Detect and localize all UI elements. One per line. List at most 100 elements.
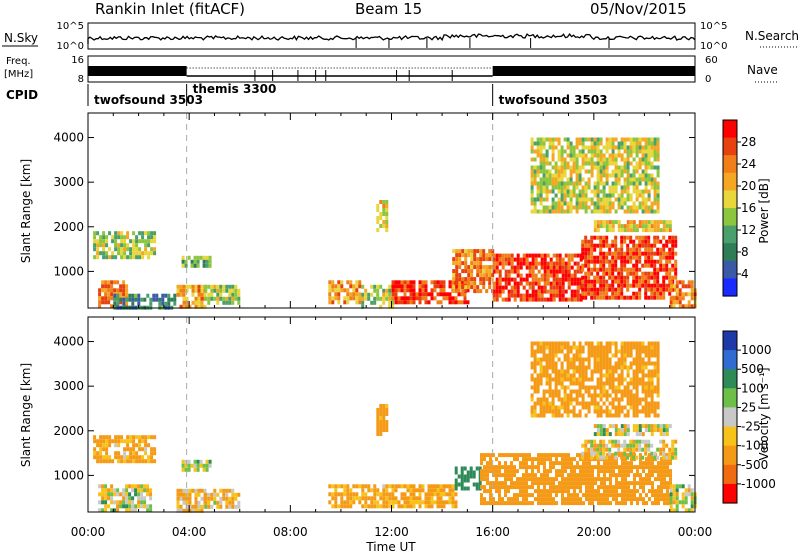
heatmap-cell <box>641 197 645 202</box>
heatmap-cell <box>552 277 556 282</box>
heatmap-cell <box>205 463 209 468</box>
heatmap-cell <box>647 439 651 444</box>
heatmap-cell <box>96 451 100 456</box>
heatmap-cell <box>587 401 591 406</box>
heatmap-cell <box>584 385 588 390</box>
heatmap-cell <box>442 284 446 289</box>
heatmap-cell <box>602 259 606 264</box>
heatmap-cell <box>376 208 380 212</box>
heatmap-cell <box>548 389 552 394</box>
heatmap-cell <box>569 201 573 206</box>
heatmap-cell <box>576 461 579 466</box>
heatmap-cell <box>554 145 558 150</box>
heatmap-cell <box>642 465 645 470</box>
heatmap-cell <box>530 185 534 190</box>
heatmap-cell <box>346 300 350 305</box>
heatmap-cell <box>599 161 603 166</box>
heatmap-cell <box>213 296 217 301</box>
nsky-tick-top: 10^5 <box>57 21 84 32</box>
heatmap-cell <box>614 185 618 190</box>
heatmap-cell <box>418 496 422 501</box>
heatmap-cell <box>560 177 564 182</box>
heatmap-cell <box>617 389 621 394</box>
cpid-label: CPID <box>6 88 38 102</box>
heatmap-cell <box>611 365 615 370</box>
heatmap-cell <box>617 295 621 300</box>
heatmap-cell <box>551 177 555 182</box>
heatmap-cell <box>457 482 461 487</box>
heatmap-cell <box>150 451 154 456</box>
heatmap-cell <box>498 269 502 274</box>
heatmap-cell <box>560 149 564 154</box>
heatmap-cell <box>614 397 618 402</box>
heatmap-cell <box>479 273 483 278</box>
heatmap-cell <box>531 273 535 278</box>
heatmap-cell <box>522 261 526 266</box>
heatmap-cell <box>530 193 534 198</box>
heatmap-cell <box>204 492 208 497</box>
heatmap-cell <box>647 239 651 244</box>
heatmap-cell <box>554 205 558 210</box>
heatmap-cell <box>208 259 212 264</box>
heatmap-cell <box>605 181 609 186</box>
heatmap-cell <box>635 353 639 358</box>
heatmap-cell <box>590 393 594 398</box>
heatmap-cell <box>617 447 621 452</box>
power-cbar-swatch <box>723 155 737 174</box>
heatmap-cell <box>208 263 212 268</box>
power-cbar-swatch <box>723 172 737 191</box>
heatmap-cell <box>611 381 615 386</box>
heatmap-cell <box>690 280 694 285</box>
heatmap-cell <box>657 493 660 498</box>
heatmap-cell <box>584 447 588 452</box>
heatmap-cell <box>533 413 537 418</box>
heatmap-cell <box>660 473 663 478</box>
heatmap-cell <box>584 291 588 296</box>
heatmap-cell <box>409 284 413 289</box>
heatmap-cell <box>602 283 606 288</box>
heatmap-cell <box>564 269 568 274</box>
heatmap-cell <box>675 488 679 493</box>
heatmap-cell <box>403 296 407 301</box>
heatmap-cell <box>587 205 591 210</box>
heatmap-cell <box>638 141 642 146</box>
heatmap-cell <box>666 473 669 478</box>
heatmap-cell <box>632 263 636 268</box>
heatmap-cell <box>638 220 642 225</box>
heatmap-cell <box>119 492 123 497</box>
heatmap-cell <box>612 493 615 498</box>
heatmap-cell <box>231 488 235 493</box>
heatmap-cell <box>149 504 153 509</box>
heatmap-cell <box>379 496 383 501</box>
heatmap-cell <box>593 405 597 410</box>
heatmap-cell <box>602 357 606 362</box>
heatmap-cell <box>454 500 458 505</box>
heatmap-cell <box>551 149 555 154</box>
heatmap-cell <box>536 377 540 382</box>
heatmap-cell <box>146 488 150 493</box>
heatmap-cell <box>626 149 630 154</box>
heatmap-cell <box>117 435 121 440</box>
heatmap-cell <box>605 447 609 452</box>
heatmap-cell <box>482 253 486 258</box>
heatmap-cell <box>638 157 642 162</box>
heatmap-cell <box>554 385 558 390</box>
heatmap-cell <box>605 287 609 292</box>
heatmap-cell <box>340 492 344 497</box>
heatmap-cell <box>623 267 627 272</box>
heatmap-cell <box>182 508 186 513</box>
heatmap-cell <box>668 247 672 252</box>
heatmap-cell <box>581 357 585 362</box>
heatmap-cell <box>340 504 344 509</box>
heatmap-cell <box>633 473 636 478</box>
heatmap-cell <box>536 385 540 390</box>
heatmap-cell <box>119 297 123 302</box>
heatmap-cell <box>534 253 538 258</box>
heatmap-cell <box>466 288 470 293</box>
heatmap-cell <box>578 141 582 146</box>
heatmap-cell <box>504 489 507 494</box>
heatmap-cell <box>135 251 139 256</box>
heatmap-cell <box>581 401 585 406</box>
heatmap-cell <box>590 271 594 276</box>
heatmap-cell <box>531 289 535 294</box>
